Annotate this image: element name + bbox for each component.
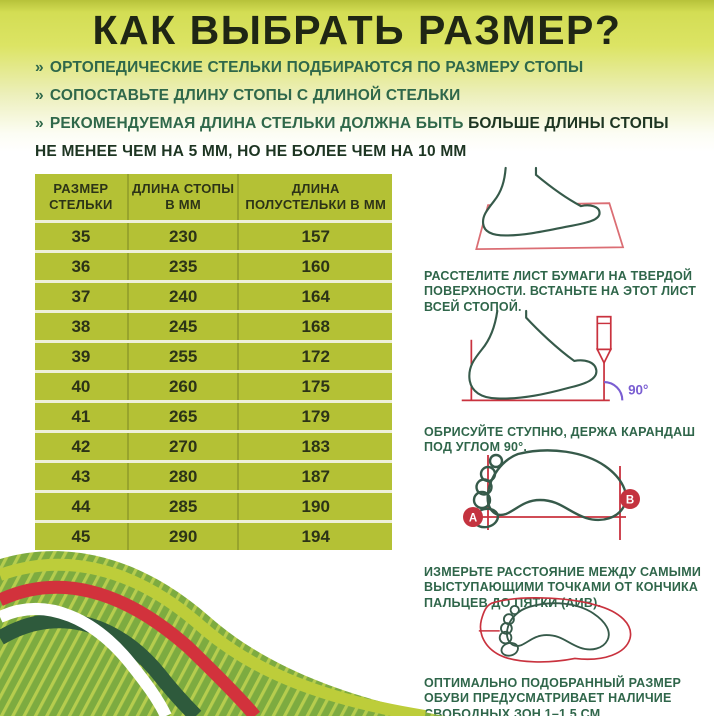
table-row: 38 245 168 bbox=[35, 310, 392, 342]
point-b-label: В bbox=[626, 495, 634, 507]
cell-foot-length: 260 bbox=[126, 370, 239, 402]
angle-label: 90° bbox=[628, 383, 648, 398]
cell-insole-size: 36 bbox=[35, 250, 128, 282]
step-caption: РАССТЕЛИТЕ ЛИСТ БУМАГИ НА ТВЕРДОЙ ПОВЕРХ… bbox=[424, 268, 697, 314]
cell-foot-length: 280 bbox=[126, 460, 239, 492]
table-row: 36 235 160 bbox=[35, 250, 392, 282]
bullet-list: » ОРТОПЕДИЧЕСКИЕ СТЕЛЬКИ ПОДБИРАЮТСЯ ПО Р… bbox=[35, 54, 695, 166]
cell-half-insole-length: 179 bbox=[237, 400, 392, 432]
cell-foot-length: 270 bbox=[126, 430, 239, 462]
white-wave-band bbox=[0, 603, 172, 716]
cell-half-insole-length: 175 bbox=[237, 370, 392, 402]
point-a-label: А bbox=[469, 513, 477, 525]
bullet-text: РЕКОМЕНДУЕМАЯ ДЛИНА СТЕЛЬКИ ДОЛЖНА БЫТЬ bbox=[49, 115, 464, 132]
cell-insole-size: 42 bbox=[35, 430, 128, 462]
cell-insole-size: 43 bbox=[35, 460, 128, 492]
column-header-insole-size: РАЗМЕР СТЕЛЬКИ bbox=[49, 181, 113, 212]
size-table: РАЗМЕР СТЕЛЬКИ ДЛИНА СТОПЫ В ММ ДЛИНА ПО… bbox=[35, 174, 392, 550]
header-row: РАЗМЕР СТЕЛЬКИ ДЛИНА СТОПЫ В ММ ДЛИНА ПО… bbox=[35, 174, 392, 222]
cell-half-insole-length: 168 bbox=[237, 310, 392, 342]
cell-half-insole-length: 164 bbox=[237, 280, 392, 312]
point-b-badge: В bbox=[620, 489, 640, 509]
bullet-item: » СОПОСТАВЬТЕ ДЛИНУ СТОПЫ С ДЛИНОЙ СТЕЛЬК… bbox=[35, 82, 695, 110]
red-wave-band bbox=[0, 580, 261, 716]
footprint-outline bbox=[498, 602, 610, 657]
bullet-item: » ОРТОПЕДИЧЕСКИЕ СТЕЛЬКИ ПОДБИРАЮТСЯ ПО Р… bbox=[35, 54, 695, 82]
bullet-text: СОПОСТАВЬТЕ ДЛИНУ СТОПЫ С ДЛИНОЙ СТЕЛЬКИ bbox=[49, 87, 461, 104]
foot-outline bbox=[481, 166, 601, 237]
cell-foot-length: 290 bbox=[126, 520, 239, 550]
cell-insole-size: 44 bbox=[35, 490, 128, 522]
table-row: 42 270 183 bbox=[35, 430, 392, 462]
table-row: 37 240 164 bbox=[35, 280, 392, 312]
step-caption: ОБРИСУЙТЕ СТУПНЮ, ДЕРЖА КАРАНДАШ ПОД УГЛ… bbox=[424, 424, 696, 455]
hatched-wave-band bbox=[0, 551, 445, 716]
cell-foot-length: 285 bbox=[126, 490, 239, 522]
cell-half-insole-length: 157 bbox=[237, 220, 392, 252]
bullet-text: ОРТОПЕДИЧЕСКИЕ СТЕЛЬКИ ПОДБИРАЮТСЯ ПО РА… bbox=[49, 59, 584, 76]
cell-insole-size: 39 bbox=[35, 340, 128, 372]
cell-insole-size: 40 bbox=[35, 370, 128, 402]
column-header-foot-length: ДЛИНА СТОПЫ В ММ bbox=[126, 174, 239, 222]
cell-half-insole-length: 183 bbox=[237, 430, 392, 462]
shoe-outline bbox=[479, 597, 632, 663]
table-row: 41 265 179 bbox=[35, 400, 392, 432]
cell-half-insole-length: 172 bbox=[237, 340, 392, 372]
yellow-wave-band bbox=[0, 558, 426, 716]
cell-foot-length: 235 bbox=[126, 250, 239, 282]
foot-outline bbox=[468, 309, 598, 400]
cell-insole-size: 45 bbox=[35, 520, 128, 550]
point-a-badge: А bbox=[463, 507, 483, 527]
cell-foot-length: 240 bbox=[126, 280, 239, 312]
cell-half-insole-length: 160 bbox=[237, 250, 392, 282]
table-row: 39 255 172 bbox=[35, 340, 392, 372]
cell-foot-length: 230 bbox=[126, 220, 239, 252]
dark-green-wave-band bbox=[0, 613, 202, 716]
bullet-item: » РЕКОМЕНДУЕМАЯ ДЛИНА СТЕЛЬКИ ДОЛЖНА БЫТЬ… bbox=[35, 110, 695, 166]
bullet-marker: » bbox=[35, 87, 44, 104]
measure-footprint-illustration: А В bbox=[463, 449, 640, 540]
trace-foot-illustration: 90° bbox=[461, 309, 648, 402]
page-title: КАК ВЫБРАТЬ РАЗМЕР? bbox=[92, 7, 622, 53]
table-row: 40 260 175 bbox=[35, 370, 392, 402]
cell-insole-size: 38 bbox=[35, 310, 128, 342]
table-row: 45 290 194 bbox=[35, 520, 392, 550]
cell-half-insole-length: 187 bbox=[237, 460, 392, 492]
column-header-half-insole-length: ДЛИНА ПОЛУСТЕЛЬКИ В ММ bbox=[237, 174, 392, 222]
size-table-header: РАЗМЕР СТЕЛЬКИ ДЛИНА СТОПЫ В ММ ДЛИНА ПО… bbox=[35, 174, 392, 222]
wave-decoration bbox=[0, 551, 445, 716]
bullet-marker: » bbox=[35, 59, 44, 76]
cell-insole-size: 41 bbox=[35, 400, 128, 432]
cell-foot-length: 265 bbox=[126, 400, 239, 432]
pencil-icon bbox=[595, 315, 613, 365]
foot-on-paper-illustration bbox=[475, 166, 625, 251]
top-gradient-background bbox=[0, 0, 714, 152]
cell-half-insole-length: 190 bbox=[237, 490, 392, 522]
step-caption: ОПТИМАЛЬНО ПОДОБРАННЫЙ РАЗМЕР ОБУВИ ПРЕД… bbox=[424, 675, 682, 716]
angle-arc bbox=[603, 381, 624, 401]
table-row: 35 230 157 bbox=[35, 220, 392, 252]
footprint-in-shoe-illustration bbox=[478, 597, 632, 663]
cell-foot-length: 255 bbox=[126, 340, 239, 372]
size-table-body: 35 230 157 36 235 160 37 240 164 38 245 168 39 255 172… bbox=[35, 220, 392, 550]
bullet-emphasis-text: БОЛЬШЕ ДЛИНЫ СТОПЫ НЕ МЕНЕЕ ЧЕМ НА 5 ММ,… bbox=[35, 115, 669, 160]
table-row: 43 280 187 bbox=[35, 460, 392, 492]
cell-half-insole-length: 194 bbox=[237, 520, 392, 550]
bullet-marker: » bbox=[35, 115, 44, 132]
table-row: 44 285 190 bbox=[35, 490, 392, 522]
cell-insole-size: 35 bbox=[35, 220, 128, 252]
cell-foot-length: 245 bbox=[126, 310, 239, 342]
cell-insole-size: 37 bbox=[35, 280, 128, 312]
